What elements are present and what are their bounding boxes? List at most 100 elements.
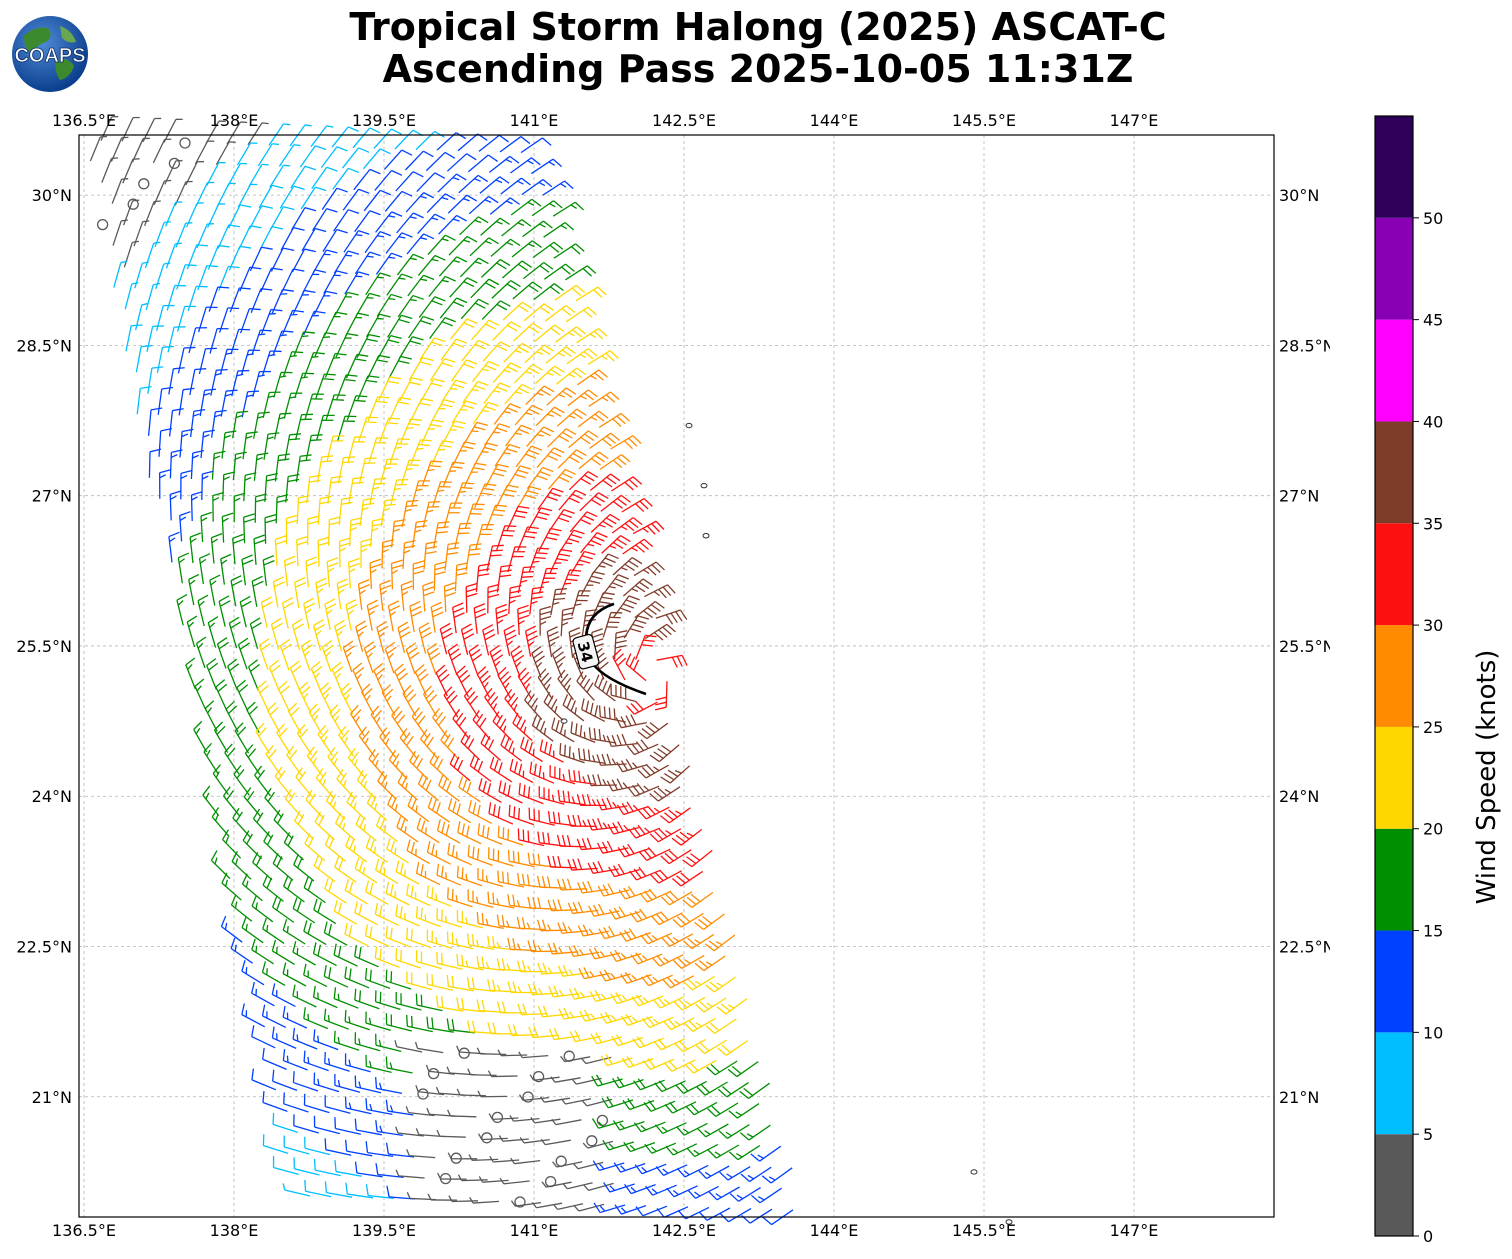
wind-barb [590,513,621,533]
wind-barb [303,1007,329,1030]
wind-barb [195,636,207,669]
wind-barb [505,424,533,447]
wind-barb [481,300,511,320]
wind-barb [177,346,196,374]
wind-barb [471,319,500,341]
wind-barb [222,786,241,817]
wind-barb [593,1202,626,1214]
wind-barb [251,1068,277,1091]
wind-barb [621,1056,654,1069]
wind-barb [673,996,706,1011]
wind-barb [344,1096,372,1115]
wind-barb [495,603,508,635]
wind-barb [529,586,544,615]
wind-barb [249,246,273,272]
wind-barb [302,269,327,294]
wind-barb [271,1026,297,1049]
wind-barb [641,1016,674,1029]
wind-barb [243,513,255,544]
wind-barb [415,1128,445,1138]
wind-barb [609,949,642,963]
wind-barb [326,435,345,462]
wind-barb [213,721,229,753]
wind-barb [466,1020,496,1035]
wind-barb [338,496,354,526]
wind-barb [450,359,478,382]
wind-barb [480,217,510,236]
wind-barb [385,969,412,990]
wind-barb [676,1122,708,1136]
wind-barb [278,144,301,167]
wind-barb [293,1114,319,1134]
wind-barb [272,576,285,608]
wind-barb [461,339,489,362]
lon-tick-label-top: 147°E [1110,111,1159,130]
wind-barb [228,616,241,649]
wind-barb [385,881,410,906]
wind-barb [261,961,286,986]
wind-barb [333,1030,360,1051]
lat-tick-label-left: 25.5°N [16,637,72,656]
lat-tick-label-left: 24°N [32,787,72,806]
wind-barb [334,291,359,316]
wind-barb [447,1109,477,1118]
wind-barb [458,174,489,194]
wind-barb [685,1101,718,1116]
wind-barb [345,353,369,379]
wind-barb [408,356,434,381]
wind-barb [558,489,587,511]
wind-barb [443,582,456,613]
wind-barb [682,849,713,868]
wind-barb [152,138,172,164]
colorbar-segment [1375,523,1413,626]
wind-barb [649,786,681,802]
wind-barb [249,617,262,649]
wind-barb [238,225,262,250]
wind-barb [684,1017,716,1033]
wind-barb [526,466,554,489]
wind-barb [537,668,553,700]
wind-barb [534,365,565,385]
wind-barb [385,1142,415,1158]
wind-barb [303,1050,329,1072]
wind-barb [459,216,489,236]
wind-barb [707,1102,739,1118]
wind-barb [354,988,380,1010]
wind-barb [495,484,519,509]
wind-barb [539,1096,571,1103]
wind-barb [257,680,270,713]
wind-barb [272,896,295,923]
wind-barb [366,792,388,821]
wind-barb [649,828,682,843]
wind-barb [327,516,341,546]
wind-barb [294,413,314,441]
wind-barb [480,258,511,278]
wind-barb [637,722,669,740]
wind-barb [538,786,565,805]
wind-barb [546,387,577,406]
wind-barb [416,817,440,844]
calm-circle [514,1196,526,1208]
contour-label-text: 34 [574,640,597,665]
wind-barb [365,880,389,905]
wind-barb [638,846,671,861]
wind-barb [422,685,438,717]
wind-barb [412,560,425,591]
wind-barb [665,1143,698,1156]
wind-barb [365,836,388,863]
wind-barb [707,1144,740,1159]
wind-barb [492,711,512,741]
lat-tick-label-left: 30°N [32,186,72,205]
wind-barb [694,913,725,930]
wind-barb [157,386,174,415]
calm-circle [481,1132,493,1144]
wind-barb [440,730,460,760]
wind-barb [401,499,419,528]
wind-barb [336,578,349,610]
wind-barb [473,442,498,467]
wind-barb [316,455,334,483]
wind-barb [147,407,163,436]
wind-barb [281,309,304,335]
wind-barb [429,317,456,339]
wind-barb [443,502,463,529]
